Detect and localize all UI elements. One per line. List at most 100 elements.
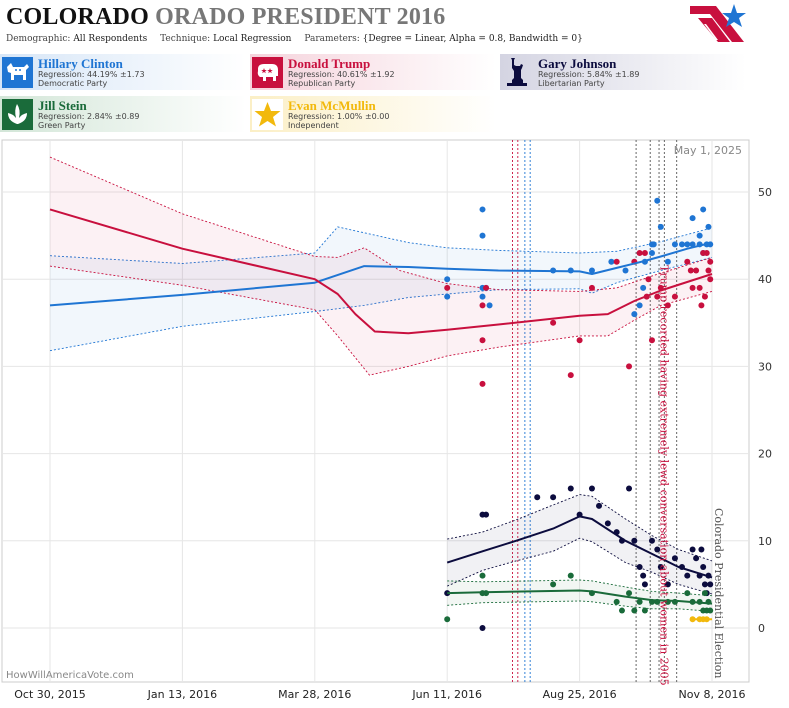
poll-point [703,250,710,257]
poll-point [641,250,648,257]
poll-point [700,563,707,570]
poll-point [689,546,696,553]
y-tick-label: 40 [758,273,772,286]
poll-point [700,206,707,213]
poll-point [483,284,490,291]
poll-point [671,293,678,300]
elephant-icon [252,57,283,88]
demographic-value: All Respondents [73,34,148,44]
poll-point [678,241,685,248]
poll-point [701,293,708,300]
title-state: COLORADO [6,4,149,30]
parameters-line: Demographic: All Respondents Technique: … [6,34,583,44]
poll-point [596,502,603,509]
candidate-party: Republican Party [288,79,356,88]
poll-point [687,267,694,274]
poll-point [550,494,557,501]
candidate-card-stein: Jill Stein Regression: 2.84% ±0.89 Green… [0,96,246,132]
technique-value: Local Regression [213,34,292,44]
poll-point [444,293,451,300]
candidate-regression: Regression: 44.19% ±1.73 [38,70,145,79]
y-tick-label: 30 [758,360,772,373]
title-rest: ORADO PRESIDENT 2016 [155,4,446,30]
poll-point [626,485,633,492]
x-tick-label: Jun 11, 2016 [411,688,482,701]
confidence-band [50,226,712,351]
candidate-name: Jill Stein [38,98,87,113]
candidate-card-trump: Donald Trump Regression: 40.61% ±1.92 Re… [250,54,496,90]
poll-point [684,258,691,265]
poll-point [588,267,595,274]
candidate-regression: Regression: 1.00% ±0.00 [288,112,390,121]
candidate-party: Green Party [38,121,86,130]
poll-point [707,581,714,588]
poll-point [479,380,486,387]
poll-point [631,607,638,614]
poll-point [608,258,615,265]
poll-point [636,250,643,257]
poll-point [689,241,696,248]
poll-point [479,206,486,213]
regression-line [447,589,713,605]
confidence-upper-line [49,226,713,264]
poll-point [567,485,574,492]
demographic-label: Demographic: [6,34,71,44]
technique-label: Technique: [160,34,211,44]
candidate-name: Hillary Clinton [38,56,123,71]
poll-point [641,581,648,588]
poll-point [567,572,574,579]
candidate-regression: Regression: 2.84% ±0.89 [38,112,140,121]
poll-point [631,311,638,318]
poll-point [707,258,714,265]
poll-point [648,537,655,544]
parameters-label: Parameters: [304,34,360,44]
poll-point [483,511,490,518]
poll-point [622,267,629,274]
poll-point [693,267,700,274]
confidence-upper-line [49,156,713,292]
poll-point [684,241,691,248]
donkey-icon [2,57,33,88]
poll-point [650,241,657,248]
poll-point [534,494,541,501]
poll-point [444,590,451,597]
x-tick-label: Oct 30, 2015 [14,688,86,701]
poll-point [696,232,703,239]
poll-point [640,572,647,579]
poll-point [696,284,703,291]
poll-point [588,284,595,291]
poll-point [444,284,451,291]
page-title: COLORADO ORADO PRESIDENT 2016 [6,4,445,31]
poll-point [705,267,712,274]
poll-point [701,590,708,597]
poll-point [640,284,647,291]
poll-point [698,546,705,553]
poll-point [636,302,643,309]
candidate-name: Evan McMullin [288,98,376,113]
poll-point [479,293,486,300]
candidate-name: Gary Johnson [538,56,617,71]
site-logo-icon [690,4,746,42]
poll-point [479,625,486,631]
candidate-card-johnson: Gary Johnson Regression: 5.84% ±1.89 Lib… [500,54,746,90]
poll-point [588,485,595,492]
poll-point [654,293,661,300]
poll-point [689,284,696,291]
poll-point [613,258,620,265]
poll-point [707,276,714,283]
poll-point [641,607,648,614]
poll-point [684,572,691,579]
x-tick-label: Aug 25, 2016 [543,688,617,701]
poll-point [618,607,625,614]
poll-point [486,302,493,309]
candidate-party: Independent [288,121,339,130]
poll-point [671,241,678,248]
confidence-band [447,494,712,594]
parameters-value: {Degree = Linear, Alpha = 0.8, Bandwidth… [362,34,583,44]
candidate-card-clinton: Hillary Clinton Regression: 44.19% ±1.73… [0,54,246,90]
candidate-regression: Regression: 5.84% ±1.89 [538,70,640,79]
regression-line [49,241,713,307]
poll-point [613,598,620,605]
poll-point [631,537,638,544]
chart-area: 0 10 20 30 40 50 Oct 30, 2015 Jan 13, 2016 Mar 2… [0,138,789,704]
